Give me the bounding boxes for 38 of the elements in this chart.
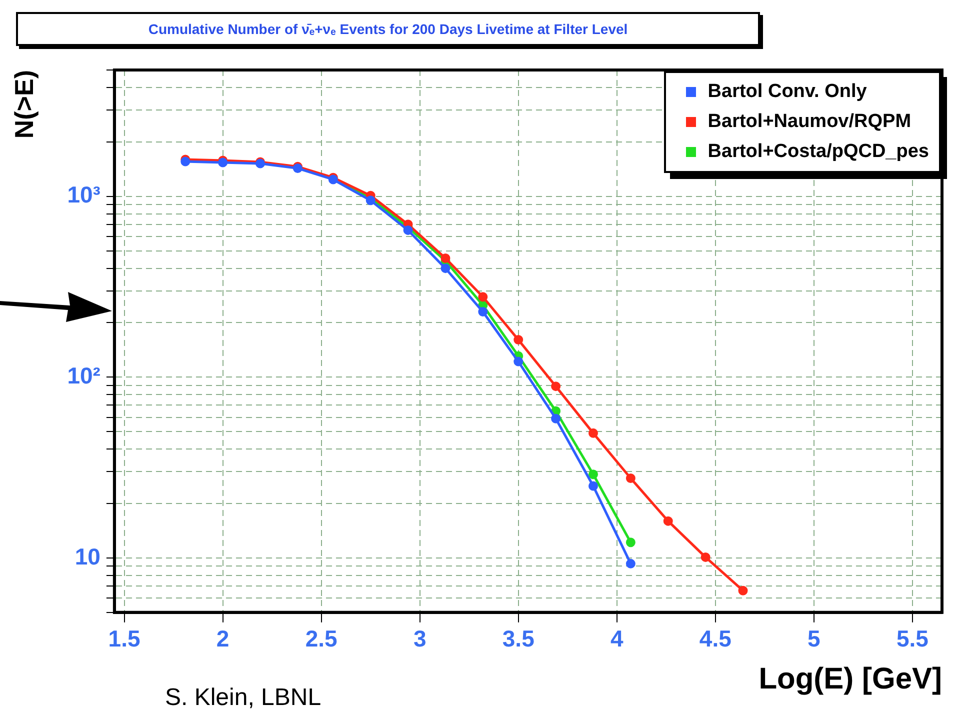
point [626,538,636,548]
point [700,552,710,562]
point [478,292,488,302]
point [403,225,413,235]
point [588,481,598,491]
point [551,382,561,392]
x-tick-label: 4.5 [699,626,732,652]
x-tick-label: 2 [216,626,230,652]
point [738,586,748,596]
point [588,470,598,480]
point [626,558,636,568]
x-tick-label: 2.5 [305,626,338,652]
x-tick-label: 3 [413,626,426,652]
x-tick-label: 4 [610,626,624,652]
point [514,356,524,366]
y-axis-title: N(>E) [8,70,39,139]
point [478,307,488,317]
point [440,264,450,274]
y-tick-label: 10³ [67,182,101,208]
point [663,516,673,526]
x-tick-label: 5 [808,626,821,652]
text: S. Klein, LBNL [165,684,322,712]
y-tick-label: 10² [67,362,101,389]
x-tick-label: 3.5 [502,626,535,652]
point [366,196,376,206]
y-tick-label: 10 [74,543,100,570]
point [551,414,561,424]
point [440,253,450,263]
legend-label: Bartol+Naumov/RQPM [706,110,912,134]
point [626,474,636,484]
legend-label: Bartol Conv. Only [706,80,868,104]
x-tick-label: 5.5 [896,626,929,652]
x-axis-title: Log(E) [GeV] [758,662,942,696]
legend-label: Bartol+Costa/pQCD_pes [706,140,929,164]
point [514,335,524,345]
x-tick-label: 1.5 [108,626,140,652]
chart-title: Cumulative Number of ν̄ₑ+νₑ Events for 200 Days Livetime at Filter Level [16,12,760,46]
point [588,428,598,438]
